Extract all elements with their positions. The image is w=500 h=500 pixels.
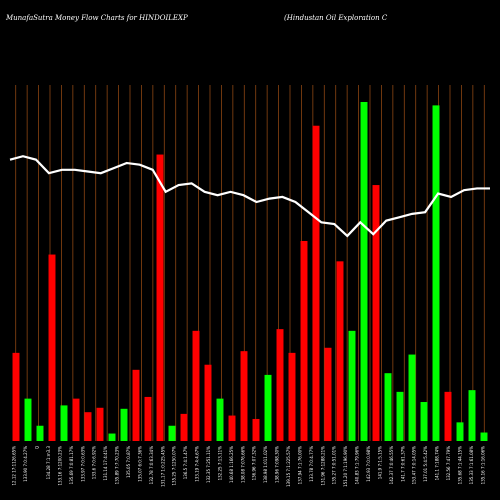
x-tick-label: 131.96 7:1288.21%: [320, 446, 325, 486]
money-flow-bar: [12, 352, 20, 441]
money-flow-bar: [144, 396, 152, 441]
x-tick-label: 136.96 7:07.32%: [252, 446, 257, 481]
money-flow-bar: [444, 391, 452, 441]
x-tick-label: 138.98 1:011.02%: [263, 446, 268, 483]
x-tick-label: 133.6 7:0:6.92%: [92, 446, 97, 479]
money-flow-bar: [192, 330, 200, 441]
money-flow-bar: [396, 391, 404, 441]
money-flow-bar: [108, 433, 116, 441]
money-flow-bar: [360, 102, 368, 441]
x-tick-label: 142.37 7:0:46.55%: [389, 446, 394, 485]
x-tick-label: 137.94 7:1:76.00%: [297, 446, 302, 485]
money-flow-bar: [84, 412, 92, 441]
money-flow-bar: [300, 240, 308, 441]
x-tick-label: 135.69 7:0:81.17%: [69, 446, 74, 485]
money-flow-bars: [12, 102, 488, 442]
x-tick-label: Q: [35, 446, 40, 449]
money-flow-bar: [432, 105, 440, 441]
x-tick-label: 139.15 7:1:225.57%: [286, 446, 291, 487]
x-tick-label: 142.93 7:0:0.98%: [366, 446, 371, 482]
x-tick-label: 133.16 7:1200.23%: [57, 446, 62, 486]
money-flow-bar: [456, 422, 464, 441]
money-flow-bar: [252, 418, 260, 441]
money-flow-bar: [240, 351, 248, 441]
x-tick-label: 135.27 7:0:51.01%: [332, 446, 337, 485]
money-flow-bar: [372, 185, 380, 441]
x-axis-labels: 12.12 17:1126.65% 133.90 7:0:4.27% Q 134.28…: [12, 446, 486, 487]
x-tick-label: 133.78 7:0:4.77%: [309, 446, 314, 482]
x-tick-label: 132.56 7:47.79%: [446, 446, 451, 481]
money-flow-bar: [408, 354, 416, 441]
money-flow-bar: [72, 398, 80, 442]
money-flow-bar: [216, 398, 224, 442]
x-tick-label: 133.90 7:0:4.27%: [23, 446, 28, 482]
money-flow-bar: [36, 425, 44, 441]
x-tick-label: 141.7 7:0:61.37%: [400, 446, 405, 482]
x-tick-label: 133.19 7:4:4.67%: [195, 446, 200, 482]
x-tick-label: 133.97 7:0:0.63%: [80, 446, 85, 482]
x-tick-label: 135.05 7:0.87%: [126, 446, 131, 478]
price-line: [9, 155, 490, 238]
x-tick-label: 131.14 17:4:41%: [103, 446, 108, 481]
x-tick-label: 132.35 7:251.11%: [206, 446, 211, 483]
money-flow-bar: [384, 373, 392, 441]
x-tick-label: 135.68 7:1:44.15%: [457, 446, 462, 485]
x-tick-label: 134.28 7:1:m3.3: [46, 446, 51, 480]
money-flow-bar: [180, 413, 188, 441]
x-tick-label: 141.1 7:188.74%: [435, 446, 440, 481]
money-flow-bar: [468, 390, 476, 441]
money-flow-bar: [96, 407, 104, 441]
x-tick-label: 153.47 7:0:14.05%: [412, 446, 417, 485]
money-flow-bar: [168, 425, 176, 441]
x-tick-label: 141.9 7:1:5.15%: [377, 446, 382, 479]
x-tick-label: 136.5 7:4:1.47%: [183, 446, 188, 479]
x-tick-label: 151.20 7:1:196.90%: [343, 446, 348, 487]
x-tick-label: 135.16 7:1:16.06%: [480, 446, 485, 485]
money-flow-bar: [348, 330, 356, 441]
x-tick-label: 138.08 7:076.66%: [240, 446, 245, 483]
money-flow-bar: [420, 402, 428, 441]
money-flow-bar: [480, 432, 488, 441]
x-tick-label: 135.25 7:1250.07%: [172, 446, 177, 486]
money-flow-bar: [324, 347, 332, 441]
x-tick-label: 135.89 7:7:70.23%: [115, 446, 120, 485]
x-tick-label: 132.78 7:0:63.34%: [149, 446, 154, 485]
money-flow-bar: [312, 125, 320, 441]
x-tick-label: 140.68 1:166.25%: [229, 446, 234, 483]
x-tick-label: 138.96 7:098.30%: [275, 446, 280, 483]
x-tick-label: 137.01 5:4:5.42%: [423, 446, 428, 482]
x-tick-label: 135.33 7:1:61.08%: [469, 446, 474, 485]
money-flow-bar: [156, 154, 164, 442]
chart-header-left: MunafaSutra Money Flow Charts for HINDOI…: [5, 14, 188, 22]
money-flow-bar: [336, 261, 344, 441]
money-flow-bar: [228, 415, 236, 441]
money-flow-bar: [60, 405, 68, 441]
x-tick-label: 140.83 7:1:79.96%: [355, 446, 360, 485]
x-tick-label: 12.12 17:1126.65%: [12, 446, 17, 486]
x-tick-label: 131.17 1:0:225.45%: [160, 446, 165, 487]
money-flow-bar: [204, 364, 212, 441]
money-flow-bar: [24, 398, 32, 442]
x-tick-label: 135.07 6:0:7.36%: [137, 446, 142, 482]
chart-header-right: (Hindustan Oil Exploration C: [284, 14, 388, 22]
x-tick-label: 132.25 7:13.11%: [217, 446, 222, 481]
money-flow-bar: [120, 408, 128, 441]
money-flow-bar: [288, 352, 296, 441]
money-flow-bar: [132, 369, 140, 441]
money-flow-bar: [48, 254, 56, 441]
money-flow-bar: [264, 374, 272, 441]
grid-lines: [15, 85, 485, 441]
money-flow-bar: [276, 329, 284, 441]
